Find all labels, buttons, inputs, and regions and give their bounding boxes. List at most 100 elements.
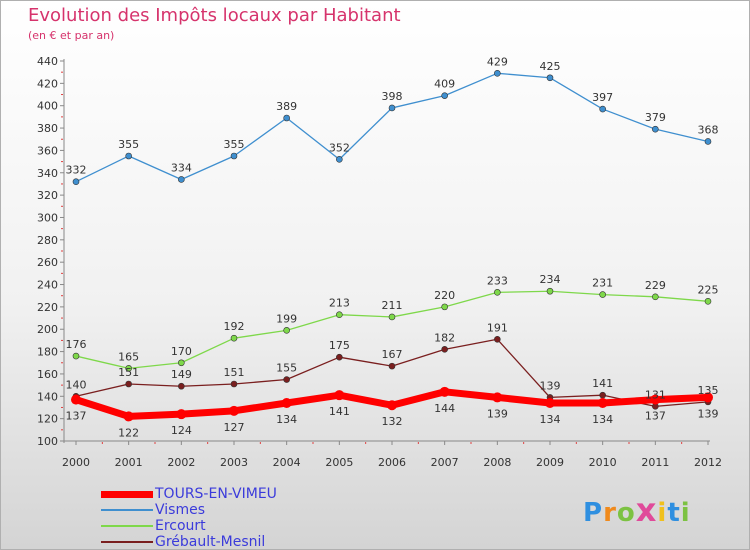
data-point-ercourt	[178, 359, 185, 367]
data-label-gr-bault-mesnil: 167	[382, 348, 403, 361]
data-point-vismes	[230, 152, 238, 160]
proxiti-logo: Proxiti	[583, 491, 691, 529]
data-point-vismes	[125, 152, 132, 160]
data-point-ercourt	[704, 297, 712, 305]
data-label-ercourt: 170	[171, 345, 192, 358]
data-label-gr-bault-mesnil: 141	[592, 377, 613, 390]
data-point-ercourt	[546, 287, 554, 295]
data-label-gr-bault-mesnil: 182	[434, 331, 455, 344]
data-label-gr-bault-mesnil: 191	[487, 321, 508, 334]
data-point-vismes	[72, 178, 80, 186]
legend-label: TOURS-EN-VIMEU	[155, 486, 277, 502]
y-tick-label: 160	[37, 368, 58, 381]
data-point-vismes	[599, 105, 606, 113]
y-tick-label: 260	[37, 256, 58, 269]
data-point-gr-bault-mesnil	[599, 391, 606, 399]
data-label-vismes: 355	[224, 138, 245, 151]
data-label-gr-bault-mesnil: 140	[66, 378, 87, 391]
data-label-tours-en-vimeu: 132	[382, 415, 403, 428]
data-label-vismes: 397	[592, 91, 613, 104]
data-point-ercourt	[599, 291, 606, 298]
logo-letter: i	[680, 498, 691, 528]
chart-subtitle: (en € et par an)	[28, 29, 115, 42]
chart-title: Evolution des Impôts locaux par Habitant	[28, 5, 401, 26]
y-tick-label: 300	[37, 211, 58, 224]
data-point-ercourt	[230, 334, 238, 342]
x-tick-label: 2009	[536, 456, 564, 469]
x-tick-label: 2002	[167, 456, 195, 469]
data-point-vismes	[441, 92, 448, 99]
x-tick-label: 2010	[589, 456, 617, 469]
legend-swatch	[101, 502, 153, 518]
data-point-tours-en-vimeu	[229, 405, 239, 416]
y-tick-label: 180	[37, 346, 58, 359]
y-tick-label: 320	[37, 189, 58, 202]
data-point-gr-bault-mesnil	[336, 353, 343, 361]
data-point-ercourt	[441, 303, 448, 311]
data-label-gr-bault-mesnil: 175	[329, 339, 350, 352]
legend-swatch	[101, 534, 153, 550]
data-label-ercourt: 231	[592, 277, 613, 290]
data-label-ercourt: 233	[487, 274, 508, 287]
data-label-tours-en-vimeu: 122	[118, 426, 139, 439]
x-tick-label: 2003	[220, 456, 248, 469]
data-point-vismes	[546, 74, 554, 82]
data-label-tours-en-vimeu: 124	[171, 424, 192, 437]
data-point-gr-bault-mesnil	[230, 380, 238, 388]
data-label-tours-en-vimeu: 137	[645, 410, 666, 423]
data-label-tours-en-vimeu: 134	[276, 413, 297, 426]
x-tick-label: 2012	[694, 456, 722, 469]
data-label-vismes: 332	[66, 164, 87, 177]
data-label-ercourt: 220	[434, 289, 455, 302]
data-label-tours-en-vimeu: 134	[540, 413, 561, 426]
x-tick-label: 2000	[62, 456, 90, 469]
data-point-gr-bault-mesnil	[125, 380, 132, 388]
legend-label: Grébault-Mesnil	[155, 534, 266, 550]
x-tick-label: 2007	[431, 456, 459, 469]
data-label-gr-bault-mesnil: 151	[118, 366, 139, 379]
y-tick-label: 280	[37, 234, 58, 247]
data-point-vismes	[336, 156, 343, 163]
y-tick-label: 400	[37, 100, 58, 113]
data-label-ercourt: 229	[645, 279, 666, 292]
data-label-gr-bault-mesnil: 131	[645, 388, 666, 401]
data-point-tours-en-vimeu	[123, 411, 134, 422]
data-point-gr-bault-mesnil	[388, 362, 396, 370]
y-tick-label: 240	[37, 279, 58, 292]
legend-item: Ercourt	[101, 518, 361, 534]
data-label-gr-bault-mesnil: 155	[276, 362, 297, 375]
data-label-ercourt: 211	[382, 299, 403, 312]
data-label-vismes: 425	[540, 60, 561, 73]
data-point-ercourt	[388, 313, 396, 321]
legend-label: Ercourt	[155, 518, 206, 534]
data-label-vismes: 379	[645, 111, 666, 124]
logo-letter: o	[616, 498, 636, 528]
x-tick-label: 2008	[483, 456, 511, 469]
data-point-ercourt	[494, 289, 501, 296]
data-label-tours-en-vimeu: 139	[698, 407, 719, 420]
data-label-tours-en-vimeu: 139	[487, 407, 508, 420]
y-tick-label: 220	[37, 301, 58, 314]
data-label-ercourt: 225	[698, 283, 719, 296]
data-label-ercourt: 165	[118, 350, 139, 363]
data-label-gr-bault-mesnil: 151	[224, 366, 245, 379]
y-tick-label: 140	[37, 390, 58, 403]
data-label-gr-bault-mesnil: 139	[540, 379, 561, 392]
data-point-tours-en-vimeu	[71, 394, 81, 405]
data-point-vismes	[652, 125, 659, 133]
legend-swatch	[101, 486, 153, 502]
data-point-vismes	[283, 114, 290, 122]
logo-letter: r	[603, 498, 617, 528]
data-label-ercourt: 213	[329, 297, 350, 310]
data-label-ercourt: 234	[540, 273, 561, 286]
data-point-tours-en-vimeu	[492, 392, 503, 403]
data-point-gr-bault-mesnil	[178, 382, 185, 390]
data-label-tours-en-vimeu: 141	[329, 405, 350, 418]
data-label-tours-en-vimeu: 144	[434, 402, 455, 415]
data-point-ercourt	[125, 365, 132, 372]
data-point-vismes	[494, 69, 501, 77]
data-label-vismes: 409	[434, 78, 455, 91]
data-point-tours-en-vimeu	[545, 398, 555, 408]
